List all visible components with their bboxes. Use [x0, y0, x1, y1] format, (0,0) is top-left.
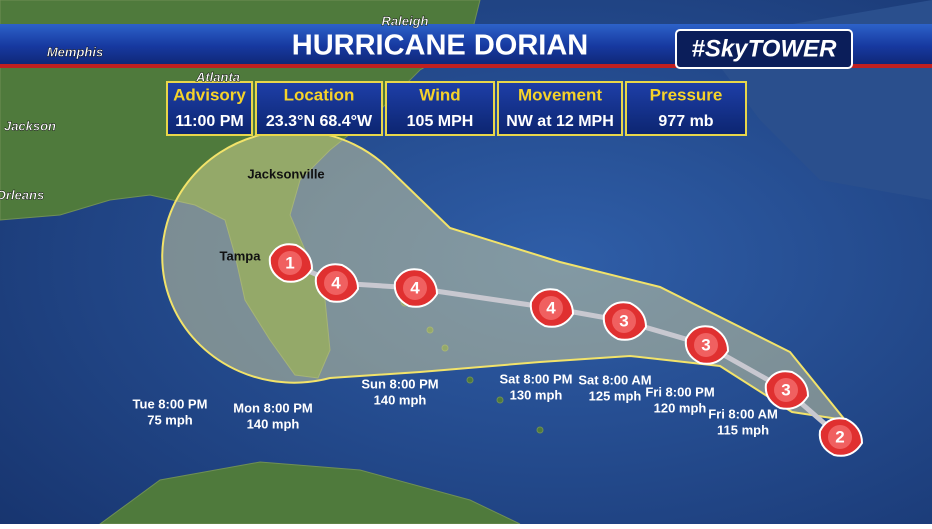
- info-value: 105 MPH: [407, 113, 474, 130]
- place-label: Orleans: [0, 187, 44, 202]
- hurricane-eye: [694, 333, 718, 357]
- hurricane-eye: [539, 296, 563, 320]
- brand: #SkyTOWER: [692, 35, 838, 62]
- header-stripe: [0, 64, 932, 68]
- category: 1: [285, 253, 294, 272]
- forecast-time: Sun 8:00 PM: [361, 376, 438, 391]
- forecast-wind: 125 mph: [589, 388, 642, 403]
- info-label: Wind: [419, 85, 460, 104]
- category: 2: [835, 427, 844, 446]
- place-label: Memphis: [47, 44, 103, 59]
- category: 4: [546, 298, 556, 317]
- title: HURRICANE DORIAN: [292, 30, 588, 62]
- category: 3: [701, 335, 710, 354]
- info-value: 23.3°N 68.4°W: [266, 113, 373, 130]
- place-label: Jacksonville: [247, 166, 324, 181]
- forecast-time: Fri 8:00 AM: [708, 406, 778, 421]
- overlay: Advisory 11:00 PM Location 23.3°N 68.4°W Win…: [0, 13, 864, 457]
- forecast-time: Sat 8:00 AM: [578, 372, 651, 387]
- place-label: Jackson: [4, 118, 56, 133]
- info-label: Advisory: [173, 85, 246, 104]
- hurricane-eye: [278, 251, 302, 275]
- forecast-wind: 115 mph: [717, 422, 769, 437]
- hurricane-eye: [774, 378, 798, 402]
- brand-box: [675, 29, 853, 69]
- category: 4: [410, 278, 420, 297]
- info-cell: [625, 81, 747, 136]
- hurricane-eye: [403, 276, 427, 300]
- forecast-wind: 75 mph: [147, 412, 193, 427]
- forecast-time: Tue 8:00 PM: [133, 396, 208, 411]
- info-label: Movement: [518, 85, 602, 104]
- hurricane-eye: [324, 271, 348, 295]
- forecast-time: Mon 8:00 PM: [233, 400, 312, 415]
- info-cell: [166, 81, 253, 136]
- forecast-time: Sat 8:00 PM: [500, 371, 573, 386]
- forecast-cone: [161, 129, 848, 422]
- category: 4: [331, 273, 341, 292]
- hurricane-eye: [612, 309, 636, 333]
- info-value: NW at 12 MPH: [506, 113, 614, 130]
- place-label: Raleigh: [382, 13, 429, 28]
- info-value: 11:00 PM: [175, 113, 243, 130]
- forecast-wind: 140 mph: [247, 416, 300, 431]
- info-label: Location: [284, 85, 355, 104]
- place-label: Tampa: [220, 248, 262, 263]
- info-label: Pressure: [650, 85, 723, 104]
- forecast-wind: 140 mph: [374, 392, 427, 407]
- category: 3: [619, 311, 628, 330]
- category: 3: [781, 380, 790, 399]
- info-cell: [385, 81, 495, 136]
- forecast-wind: 120 mph: [654, 400, 707, 415]
- forecast-wind: 130 mph: [510, 387, 563, 402]
- info-value: 977 mb: [658, 113, 713, 130]
- info-cell: [497, 81, 623, 136]
- hurricane-eye: [828, 425, 852, 449]
- place-label: Atlanta: [195, 69, 240, 84]
- forecast-time: Fri 8:00 PM: [645, 384, 714, 399]
- info-cell: [255, 81, 383, 136]
